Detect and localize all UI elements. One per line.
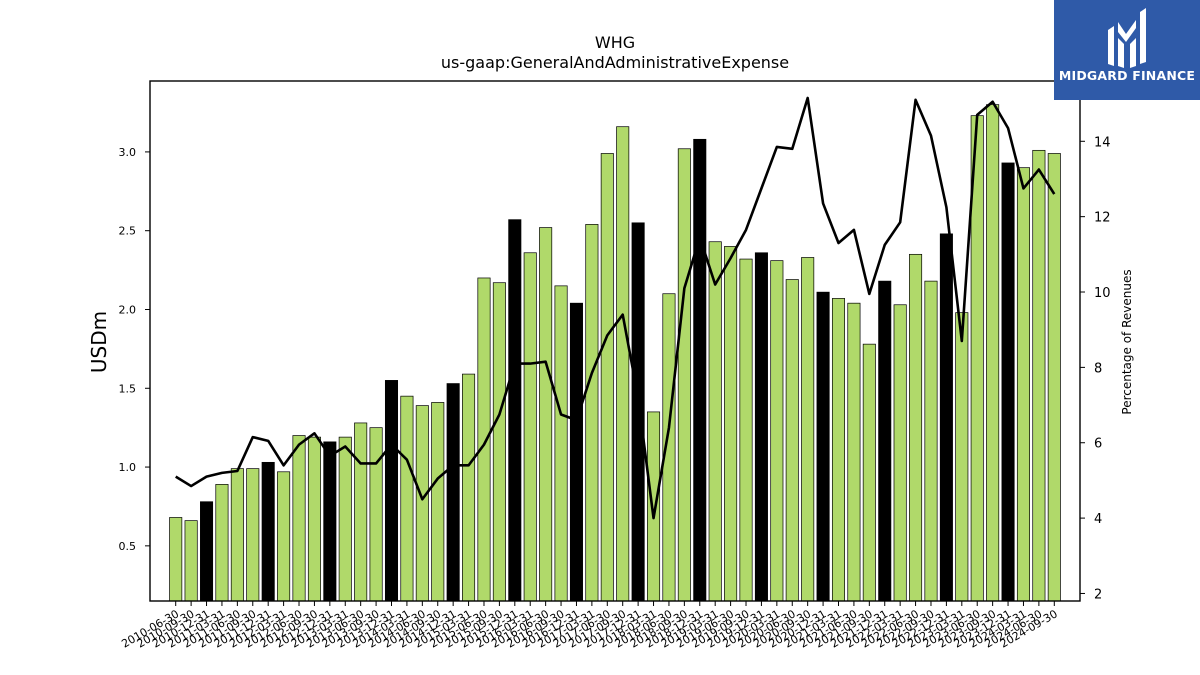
plot-frame — [149, 80, 1081, 602]
bar-group — [169, 104, 1061, 602]
bar-2014-12-31 — [446, 383, 460, 602]
bar-2010-12-31 — [200, 501, 214, 602]
bar-2012-03-31 — [277, 471, 291, 602]
bar-2013-09-30 — [369, 427, 383, 602]
bar-2011-06-30 — [230, 468, 244, 602]
bar-2010-09-30 — [184, 520, 198, 602]
y-tick-label: 2.5 — [119, 225, 137, 238]
bar-2011-09-30 — [246, 468, 260, 602]
bar-2023-03-31 — [955, 312, 969, 602]
bar-2012-09-30 — [307, 436, 321, 602]
bar-2022-12-31 — [939, 233, 953, 602]
bar-2021-03-31 — [831, 298, 846, 602]
bar-2010-06-30 — [169, 517, 183, 602]
y-tick-label: 2.0 — [119, 303, 137, 316]
bar-2015-12-31 — [508, 219, 522, 602]
bar-2017-09-30 — [616, 126, 630, 602]
y-tick-label: 0.5 — [119, 540, 137, 553]
y-tick-label: 3.0 — [119, 146, 137, 159]
bar-2019-09-30 — [739, 258, 753, 602]
bar-2016-12-31 — [569, 302, 583, 602]
bar-2011-12-31 — [261, 461, 275, 602]
y2-tick-label: 8 — [1094, 361, 1102, 376]
chart-subtitle: us-gaap:GeneralAndAdministrativeExpense — [441, 53, 789, 72]
bar-2023-09-30 — [986, 104, 1000, 602]
chart-title: WHG — [595, 33, 635, 52]
bar-2012-12-31 — [323, 441, 337, 602]
bar-2017-06-30 — [600, 153, 614, 602]
bar-2022-09-30 — [924, 280, 938, 602]
y-tick-label: 1.5 — [119, 382, 137, 395]
bar-2016-06-30 — [539, 227, 553, 602]
bar-2019-06-30 — [724, 246, 738, 602]
axes-group: 0.51.01.52.02.53.024681012142010-06-3020… — [119, 80, 1111, 651]
bar-2020-06-30 — [785, 279, 799, 602]
y2-tick-label: 4 — [1094, 512, 1102, 527]
bar-2017-03-31 — [585, 224, 599, 602]
bar-2018-09-30 — [677, 148, 691, 602]
midgard-logo-icon — [1108, 8, 1146, 68]
y-axis-label: USDm — [87, 311, 111, 373]
bar-2017-12-31 — [631, 222, 645, 602]
y2-tick-label: 10 — [1094, 286, 1111, 301]
bar-2012-06-30 — [292, 435, 306, 602]
percentage-line — [175, 96, 1056, 520]
brand-name: MIDGARD FINANCE — [1058, 68, 1196, 83]
percentage-line-group — [175, 96, 1056, 520]
bar-2014-09-30 — [431, 402, 445, 602]
bar-2018-12-31 — [693, 138, 707, 602]
brand-logo: MIDGARD FINANCE — [1054, 0, 1200, 100]
y2-tick-label: 2 — [1094, 587, 1102, 602]
bar-2022-06-30 — [909, 253, 923, 602]
bar-2016-03-31 — [523, 252, 537, 602]
bar-2015-06-30 — [477, 277, 491, 602]
y2-tick-label: 14 — [1094, 135, 1111, 150]
y2-tick-label: 6 — [1094, 437, 1102, 452]
bar-2021-12-31 — [878, 280, 892, 602]
bar-2021-06-30 — [847, 302, 861, 602]
bar-2014-06-30 — [415, 405, 429, 602]
bar-2024-09-30 — [1047, 153, 1061, 602]
bar-2020-09-30 — [801, 257, 815, 602]
y-tick-label: 1.0 — [119, 461, 137, 474]
y2-axis-label: Percentage of Revenues — [1120, 269, 1134, 414]
bar-2024-03-31 — [1016, 167, 1030, 602]
bar-2023-12-31 — [1001, 162, 1015, 602]
bar-2018-03-31 — [647, 411, 661, 602]
bar-2013-06-30 — [354, 422, 368, 602]
bar-2021-09-30 — [862, 343, 876, 602]
bar-2024-06-30 — [1032, 149, 1046, 602]
bar-2014-03-31 — [400, 395, 414, 602]
bar-2019-03-31 — [708, 241, 722, 602]
y2-tick-label: 12 — [1094, 211, 1111, 226]
bar-2015-03-31 — [462, 373, 476, 602]
bar-2013-12-31 — [384, 380, 399, 602]
bar-2020-12-31 — [816, 291, 830, 602]
bar-2020-03-31 — [770, 260, 784, 602]
bar-2011-03-31 — [215, 484, 229, 602]
bar-2016-09-30 — [554, 285, 568, 602]
bar-2022-03-31 — [893, 304, 907, 602]
bar-2019-12-31 — [754, 252, 768, 602]
bar-2015-09-30 — [492, 282, 506, 602]
bar-2013-03-31 — [338, 436, 352, 602]
